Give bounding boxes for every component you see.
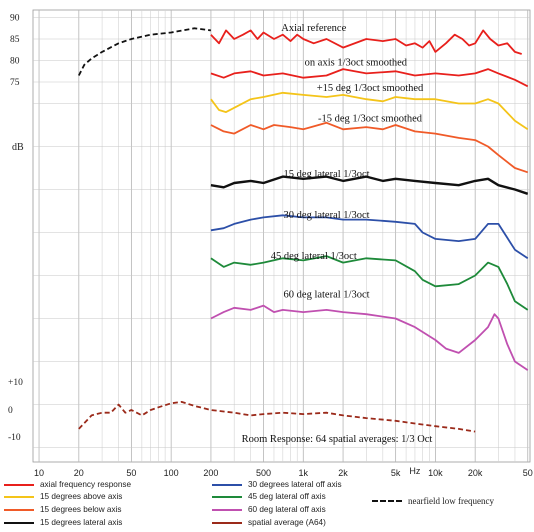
x-tick-label: 20 bbox=[74, 468, 84, 478]
chart-series bbox=[77, 27, 529, 433]
x-tick-label: 200 bbox=[203, 468, 218, 478]
legend-label: 60 deg lateral off axis bbox=[248, 505, 326, 514]
legend-swatch bbox=[4, 484, 34, 486]
x-tick-label: 10k bbox=[428, 468, 443, 478]
series-label: +15 deg 1/3oct smoothed bbox=[317, 83, 424, 94]
y-tick-label: 0 bbox=[8, 406, 13, 416]
x-tick-label: 10 bbox=[34, 468, 44, 478]
series-line bbox=[210, 29, 522, 55]
x-axis-label: Hz bbox=[409, 466, 420, 476]
x-tick-label: 5k bbox=[391, 468, 401, 478]
legend-label: 15 degrees lateral axis bbox=[40, 518, 123, 527]
x-tick-label: 1k bbox=[299, 468, 309, 478]
series-line bbox=[210, 304, 529, 371]
series-label: 60 deg lateral 1/3oct bbox=[284, 290, 370, 301]
legend-swatch bbox=[212, 522, 242, 524]
series-line bbox=[210, 68, 529, 88]
legend-swatch bbox=[4, 522, 34, 524]
legend-label: spatial average (A64) bbox=[248, 518, 326, 527]
series-line bbox=[77, 27, 212, 76]
series-line bbox=[210, 91, 529, 131]
series-label: -15 deg 1/3oct smoothed bbox=[318, 113, 423, 124]
y-tick-label: 90 bbox=[10, 14, 20, 24]
x-tick-label: 2k bbox=[338, 468, 348, 478]
x-tick-label: 100 bbox=[164, 468, 179, 478]
y-tick-label: 75 bbox=[10, 78, 20, 88]
y-axis-label: dB bbox=[12, 142, 24, 153]
series-line bbox=[210, 121, 528, 174]
legend-label: 30 degrees lateral off axis bbox=[248, 480, 342, 489]
legend-label: nearfield low frequency bbox=[408, 496, 494, 506]
legend-swatch bbox=[212, 496, 242, 498]
plot-frame bbox=[32, 9, 531, 463]
legend-swatch bbox=[4, 509, 34, 511]
legend-swatch bbox=[372, 500, 402, 502]
y-tick-label: -10 bbox=[8, 433, 21, 443]
legend-label: 15 degrees below axis bbox=[40, 505, 122, 514]
legend-label: axial frequency response bbox=[40, 480, 132, 489]
series-label: 30 deg lateral 1/3oct bbox=[284, 210, 370, 221]
series-line bbox=[210, 214, 529, 260]
legend-swatch bbox=[212, 484, 242, 486]
series-label: on axis 1/3oct smoothed bbox=[305, 57, 408, 68]
series-labels: Axial reference on axis 1/3oct smoothed +1… bbox=[242, 23, 433, 445]
chart-grid bbox=[32, 9, 531, 463]
x-tick-label: 50 bbox=[523, 468, 533, 478]
x-axis-ticks: 10 20 50 100 200 500 1k 2k 5k 10k 20k 50 Hz bbox=[34, 466, 533, 478]
x-tick-label: 50 bbox=[126, 468, 136, 478]
legend-swatch bbox=[212, 509, 242, 511]
series-label: Room Response: 64 spatial averages: 1/3 … bbox=[242, 434, 433, 445]
series-label: Axial reference bbox=[281, 23, 346, 34]
y-tick-label: 80 bbox=[10, 57, 20, 67]
x-tick-label: 20k bbox=[468, 468, 483, 478]
y-tick-label: 85 bbox=[10, 35, 20, 45]
series-label: 15 deg lateral 1/3oct bbox=[284, 169, 370, 180]
y-tick-label: +10 bbox=[8, 378, 23, 388]
series-line bbox=[210, 175, 529, 195]
series-line bbox=[78, 401, 476, 433]
series-label: 45 deg lateral 1/3oct bbox=[271, 251, 357, 262]
y-axis-ticks: 90 85 80 75 dB +10 0 -10 bbox=[8, 14, 24, 444]
legend-label: 45 deg lateral off axis bbox=[248, 492, 326, 501]
series-line bbox=[210, 255, 529, 311]
legend-swatch bbox=[4, 496, 34, 498]
x-tick-label: 500 bbox=[256, 468, 271, 478]
legend-label: 15 degrees above axis bbox=[40, 492, 123, 501]
